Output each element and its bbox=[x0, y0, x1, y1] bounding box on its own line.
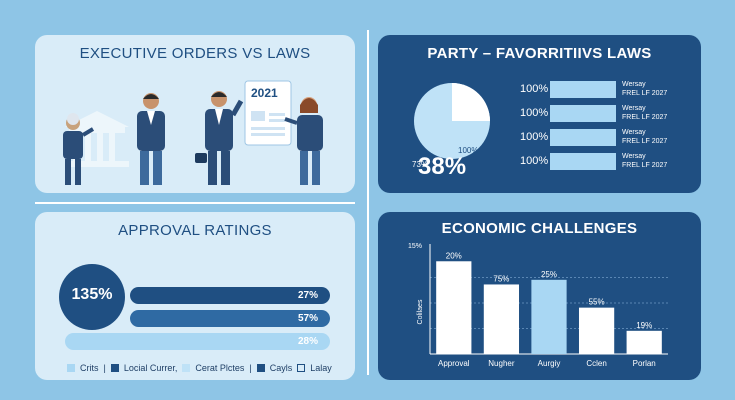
bar-porlan bbox=[626, 330, 662, 354]
legend-item: Locial Currer, bbox=[123, 363, 178, 373]
horizontal-divider bbox=[35, 202, 355, 204]
party-panel: PARTY – FAVORRITIIVS LAWS 100% 73% 38% 1… bbox=[378, 35, 701, 193]
person-icon bbox=[284, 97, 323, 185]
bar-approval bbox=[436, 261, 472, 354]
bar-aurgiy bbox=[531, 279, 567, 354]
bar-value-label: 25% bbox=[541, 270, 557, 279]
person-icon bbox=[195, 91, 244, 185]
person-icon bbox=[137, 93, 165, 185]
party-row-value: 100% bbox=[520, 107, 549, 119]
bar-value-label: 19% bbox=[636, 321, 652, 330]
exec-orders-title: EXECUTIVE ORDERS VS LAWS bbox=[79, 45, 311, 62]
approval-legend: Crits | Locial Currer, Cerat Plctes | Ca… bbox=[67, 363, 332, 373]
party-big-value: 38% bbox=[418, 153, 467, 180]
y-tick-label: 15% bbox=[408, 243, 422, 250]
category-label: Aurgiy bbox=[538, 359, 561, 368]
exec-illustration: 2021 bbox=[63, 80, 323, 185]
party-row-value: 100% bbox=[520, 83, 549, 95]
y-axis-label: Colilaes bbox=[417, 299, 424, 324]
approval-bar: 57% bbox=[130, 310, 330, 327]
pie-label: 73% bbox=[412, 160, 428, 169]
approval-circle-value: 135% bbox=[71, 286, 113, 303]
party-row-note: FREL LF 2027 bbox=[622, 114, 668, 121]
bar-value-label: 55% bbox=[589, 298, 605, 307]
legend-swatch bbox=[297, 364, 306, 372]
party-row-note: FREL LF 2027 bbox=[622, 138, 668, 145]
bar-nugher bbox=[483, 284, 520, 354]
party-row-note: FREL LF 2027 bbox=[622, 162, 668, 169]
legend-swatch bbox=[67, 364, 75, 372]
economic-bar-chart: 15% Colilaes 20% Approval 75% Nugher 25% Aurgiy… bbox=[408, 243, 668, 368]
vertical-divider bbox=[367, 30, 369, 375]
category-label: Cclen bbox=[586, 359, 606, 368]
economic-panel: ECONOMIC CHALLENGES 15% Colilaes 20% Approv… bbox=[378, 212, 701, 380]
party-row-bar bbox=[550, 129, 616, 146]
bar-value-label: 20% bbox=[446, 251, 462, 260]
approval-bar: 28% bbox=[65, 333, 330, 350]
party-row-value: 100% bbox=[520, 155, 549, 167]
approval-panel: APPROVAL RATINGS 135% 27% 57% 28% Crits … bbox=[35, 212, 355, 380]
pie-label: 100% bbox=[458, 146, 478, 155]
party-row-bar bbox=[550, 105, 616, 122]
party-row-bar bbox=[550, 153, 616, 170]
party-row-note: Wersay bbox=[622, 153, 646, 160]
party-row-note: Wersay bbox=[622, 129, 646, 136]
chart-title: ECONOMIC CHALLENGES bbox=[441, 220, 638, 237]
legend-item: Crits bbox=[80, 363, 99, 373]
calendar-year: 2021 bbox=[251, 86, 278, 100]
legend-item: Cayls bbox=[269, 363, 293, 373]
person-icon bbox=[63, 113, 95, 185]
approval-bar: 27% bbox=[130, 287, 330, 304]
party-row-note: FREL LF 2027 bbox=[622, 90, 668, 97]
approval-circle bbox=[59, 264, 125, 330]
document-icon bbox=[244, 80, 292, 146]
bar-value-label: 75% bbox=[493, 274, 509, 283]
party-row-note: Wersay bbox=[622, 105, 646, 112]
approval-title: APPROVAL RATINGS bbox=[118, 222, 272, 239]
party-row-note: Wersay bbox=[622, 81, 646, 88]
category-label: Nugher bbox=[488, 359, 515, 368]
legend-swatch bbox=[182, 364, 191, 372]
category-label: Porlan bbox=[633, 359, 656, 368]
category-label: Approval bbox=[438, 359, 470, 368]
exec-orders-panel: EXECUTIVE ORDERS VS LAWS bbox=[35, 35, 355, 193]
party-pie-chart: 100% 73% bbox=[412, 83, 490, 169]
bar-cclen bbox=[578, 307, 615, 354]
party-row-value: 100% bbox=[520, 131, 549, 143]
legend-swatch bbox=[110, 364, 119, 372]
party-title: PARTY – FAVORRITIIVS LAWS bbox=[427, 45, 652, 62]
party-row-bar bbox=[550, 81, 616, 98]
legend-item: Lalay bbox=[310, 363, 332, 373]
legend-item: Cerat Plctes bbox=[195, 363, 245, 373]
legend-swatch bbox=[256, 364, 265, 372]
